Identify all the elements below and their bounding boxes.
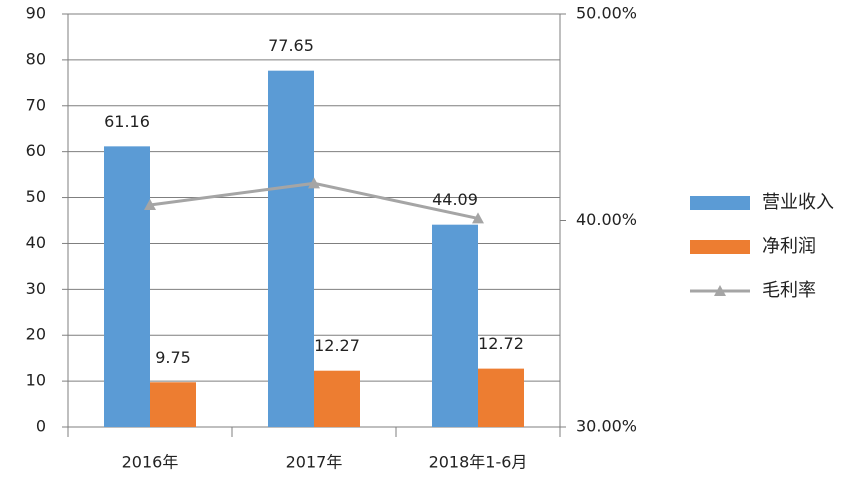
data-label: 44.09 xyxy=(432,190,478,209)
line-marker xyxy=(144,199,156,211)
line-marker xyxy=(308,177,320,189)
legend-swatch xyxy=(690,240,750,254)
y-tick-label: 80 xyxy=(26,49,46,68)
data-label: 12.72 xyxy=(478,334,524,353)
bar xyxy=(150,382,196,427)
y-tick-label: 0 xyxy=(36,417,46,436)
bar xyxy=(104,146,150,427)
line-marker xyxy=(472,212,484,224)
legend-label: 营业收入 xyxy=(762,192,834,213)
y-tick-label: 90 xyxy=(26,4,46,23)
y2-tick-label: 40.00% xyxy=(576,210,637,229)
data-label: 9.75 xyxy=(155,348,191,367)
data-label: 61.16 xyxy=(104,112,150,131)
x-tick-label: 2016年 xyxy=(122,453,179,472)
y-tick-label: 20 xyxy=(26,325,46,344)
y2-tick-label: 30.00% xyxy=(576,417,637,436)
y-tick-label: 10 xyxy=(26,371,46,390)
data-label: 12.27 xyxy=(314,336,360,355)
legend-marker xyxy=(714,285,726,296)
y-tick-label: 40 xyxy=(26,233,46,252)
legend-label: 毛利率 xyxy=(762,280,816,301)
x-tick-label: 2018年1-6月 xyxy=(429,453,528,472)
y-tick-label: 60 xyxy=(26,141,46,160)
legend-swatch xyxy=(690,196,750,210)
data-label: 77.65 xyxy=(268,36,314,55)
y-tick-label: 30 xyxy=(26,279,46,298)
bar xyxy=(268,70,314,427)
legend-label: 净利润 xyxy=(762,236,816,257)
y2-tick-label: 50.00% xyxy=(576,4,637,23)
bar xyxy=(314,370,360,427)
x-tick-label: 2017年 xyxy=(286,453,343,472)
y-tick-label: 70 xyxy=(26,95,46,114)
bar xyxy=(478,368,524,427)
bar xyxy=(432,224,478,427)
y-tick-label: 50 xyxy=(26,187,46,206)
